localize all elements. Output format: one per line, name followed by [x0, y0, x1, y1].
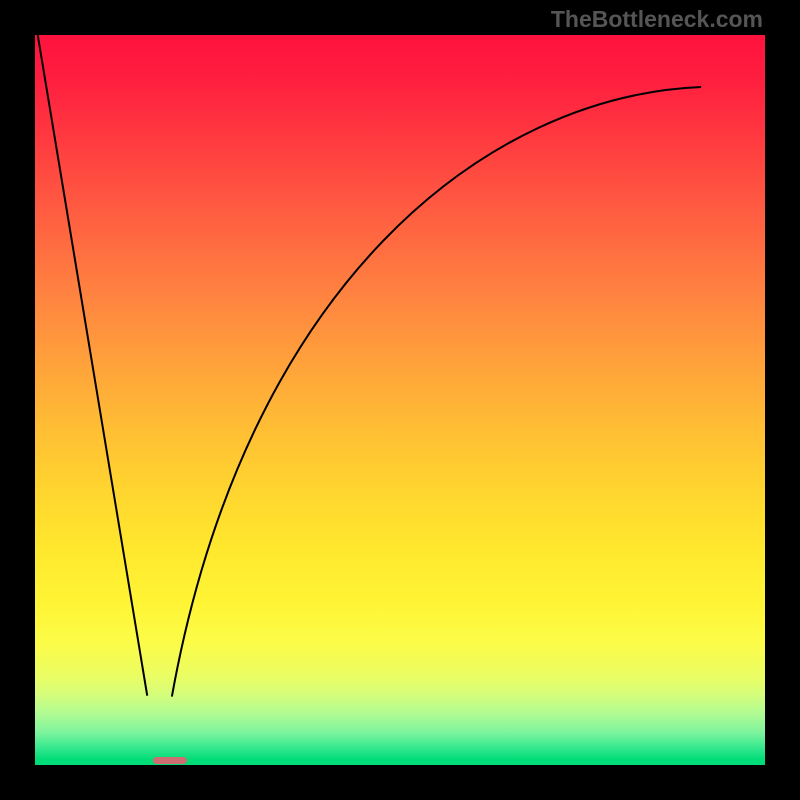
- curve-right: [172, 87, 701, 697]
- bottleneck-curve: [35, 35, 765, 765]
- plot-area: [35, 35, 765, 765]
- watermark-text: TheBottleneck.com: [551, 6, 763, 33]
- chart-container: TheBottleneck.com: [0, 0, 800, 800]
- curve-left: [35, 35, 147, 696]
- optimal-marker: [153, 757, 187, 764]
